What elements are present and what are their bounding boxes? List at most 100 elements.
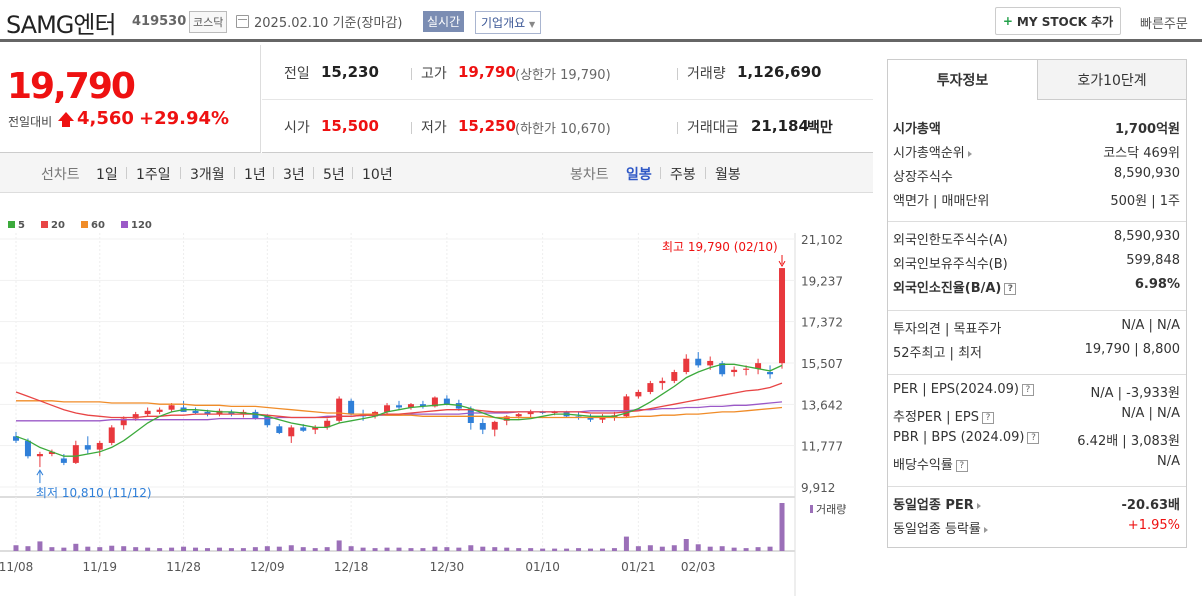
volume-bar <box>755 547 761 551</box>
volume-bar <box>109 545 115 551</box>
candle-body <box>12 436 19 441</box>
info-value: 6.98% <box>1134 277 1180 292</box>
candle-body <box>312 427 319 430</box>
volume-label: 거래량 <box>816 503 846 516</box>
info-label: 외국인소진율(B/A)? <box>893 277 1017 296</box>
tab-daily[interactable]: 일봉 <box>626 167 652 183</box>
divider <box>313 167 314 179</box>
legend-label: 60 <box>91 220 105 231</box>
x-tick-label: 12/30 <box>430 560 465 574</box>
info-value: 8,590,930 <box>1113 229 1180 244</box>
arrow-right-icon <box>967 150 972 157</box>
volume-bar <box>743 548 749 551</box>
low-label: 저가 <box>421 120 447 136</box>
volume-bar <box>671 545 677 551</box>
volume-bar <box>408 548 414 551</box>
candle-body <box>144 410 151 415</box>
realtime-button[interactable]: 실시간 <box>423 11 465 32</box>
volume-bar <box>252 547 258 551</box>
base-date: 2025.02.10 기준(장마감) <box>254 16 403 31</box>
volume-bar <box>432 546 438 551</box>
candle-body <box>300 427 307 431</box>
ma-line-20 <box>15 382 783 419</box>
divider <box>273 167 274 179</box>
info-value: 6.42배 | 3,083원 <box>1077 434 1180 449</box>
volume-bar <box>540 548 546 551</box>
candle-body <box>491 421 498 430</box>
volume-bar <box>635 546 641 551</box>
info-label[interactable]: 시가총액순위 <box>893 142 972 161</box>
help-icon[interactable]: ? <box>1021 383 1034 396</box>
candle-body <box>503 416 510 421</box>
candle-body <box>192 410 199 414</box>
divider <box>677 122 678 134</box>
tab-orderbook-10[interactable]: 호가10단계 <box>1037 60 1186 100</box>
line-chart-label: 선차트 <box>41 167 80 183</box>
info-value: N/A | N/A <box>1121 406 1180 421</box>
volume-bar <box>695 544 701 551</box>
tab-10year[interactable]: 10년 <box>362 167 393 183</box>
tab-1year[interactable]: 1년 <box>244 167 266 183</box>
volume-bar <box>779 503 785 551</box>
info-label-text: 52주최고 | 최저 <box>893 346 982 361</box>
volume-bar <box>552 548 558 551</box>
candle-body <box>515 414 522 417</box>
volume-bar <box>456 547 462 551</box>
legend-swatch <box>121 221 128 228</box>
candle-body <box>204 411 211 415</box>
info-value: N/A | N/A <box>1121 318 1180 333</box>
quick-order-link[interactable]: 빠른주문 <box>1140 17 1188 32</box>
candle-body <box>324 420 331 428</box>
volume-bar <box>276 546 282 551</box>
arrow-right-icon <box>976 502 981 509</box>
info-label[interactable]: 동일업종 등락률 <box>893 518 988 537</box>
volume-bar <box>13 545 19 551</box>
candle-body <box>587 417 594 420</box>
volume-bar <box>731 547 737 551</box>
info-value: 코스닥 469위 <box>1103 146 1180 161</box>
tab-5year[interactable]: 5년 <box>323 167 345 183</box>
help-icon[interactable]: ? <box>981 411 994 424</box>
ma-legend: 5 20 60 120 <box>8 220 152 231</box>
candle-body <box>707 360 714 366</box>
info-divider <box>888 486 1186 487</box>
help-icon[interactable]: ? <box>955 459 968 472</box>
volume-bar <box>504 547 510 551</box>
amount-label: 거래대금 <box>687 120 739 136</box>
up-arrow-stem <box>62 121 70 127</box>
volume-bar <box>157 548 163 551</box>
candle-body <box>779 268 786 364</box>
y-axis-labels: 21,102 19,237 17,372 15,507 13,642 11,777 9,91… <box>801 233 843 495</box>
tab-1week[interactable]: 1주일 <box>136 167 171 183</box>
help-icon[interactable]: ? <box>1027 431 1040 444</box>
tab-3year[interactable]: 3년 <box>283 167 305 183</box>
info-divider <box>888 310 1186 311</box>
my-stock-add-button[interactable]: + MY STOCK 추가 <box>995 7 1121 35</box>
price-chart[interactable]: 5 20 60 120 거래량 21,102 19,237 17,372 15,507 13,… <box>0 193 873 596</box>
info-label: 배당수익률? <box>893 454 968 473</box>
high-arrow-head <box>778 260 786 268</box>
tab-investment-info[interactable]: 투자정보 <box>888 60 1037 100</box>
volume-bar <box>611 548 617 551</box>
info-value: N/A <box>1157 454 1180 469</box>
volume-bar <box>683 539 689 551</box>
tab-weekly[interactable]: 주봉 <box>670 167 696 183</box>
prev-close-value: 15,230 <box>321 63 379 81</box>
info-label[interactable]: 동일업종 PER <box>893 494 981 513</box>
y-tick-label: 13,642 <box>801 398 843 412</box>
volume-bar <box>420 548 426 551</box>
help-icon[interactable]: ? <box>1004 282 1017 295</box>
candle-body <box>659 380 666 384</box>
candle-body <box>767 372 774 375</box>
info-label: PER | EPS(2024.09)? <box>893 382 1034 397</box>
volume-bar <box>264 546 270 551</box>
divider <box>180 167 181 179</box>
tab-monthly[interactable]: 월봉 <box>715 167 741 183</box>
candle-body <box>743 368 750 370</box>
candle-body <box>120 418 127 426</box>
tab-1day[interactable]: 1일 <box>96 167 118 183</box>
company-overview-dropdown[interactable]: 기업개요 ▼ <box>475 11 542 34</box>
current-price: 19,790 <box>7 66 136 107</box>
moving-average-lines <box>15 363 783 457</box>
tab-3month[interactable]: 3개월 <box>190 167 225 183</box>
